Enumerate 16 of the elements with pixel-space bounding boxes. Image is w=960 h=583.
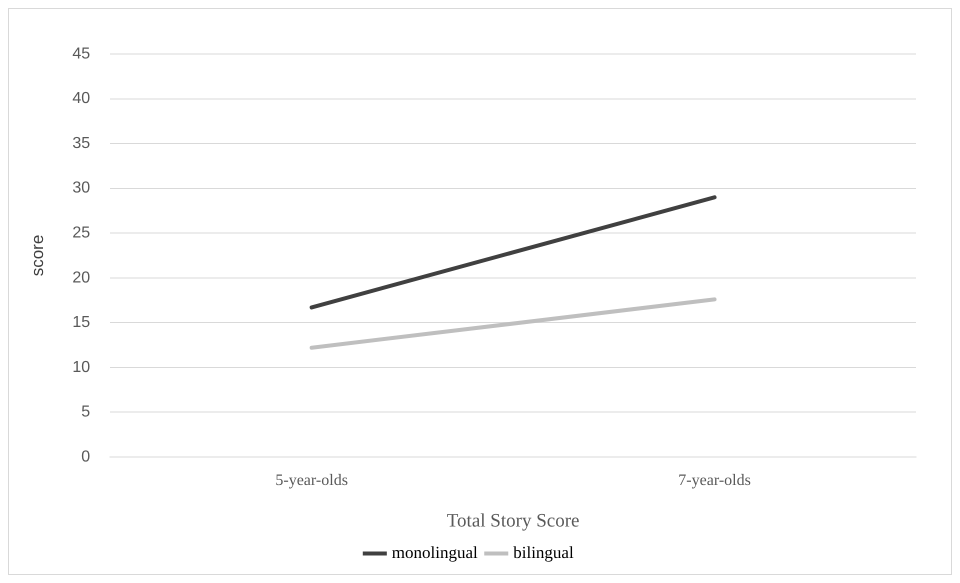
x-tick-label: 7-year-olds (678, 472, 751, 489)
y-tick-label: 25 (72, 224, 90, 242)
y-tick-label: 30 (72, 180, 90, 197)
y-tick-label: 35 (72, 134, 90, 152)
y-tick-label: 10 (72, 358, 90, 376)
legend-label: monolingual (392, 542, 478, 562)
y-tick-label: 45 (72, 45, 90, 62)
y-tick-label: 40 (72, 90, 90, 108)
x-tick-label: 5-year-olds (275, 472, 348, 489)
y-tick-label: 20 (72, 269, 90, 286)
x-axis-title: Total Story Score (446, 510, 580, 532)
legend-label: bilingual (513, 542, 574, 562)
y-tick-label: 15 (72, 314, 90, 332)
y-axis-title: score (28, 234, 47, 276)
y-tick-label: 5 (81, 404, 90, 421)
y-tick-label: 0 (81, 448, 90, 466)
